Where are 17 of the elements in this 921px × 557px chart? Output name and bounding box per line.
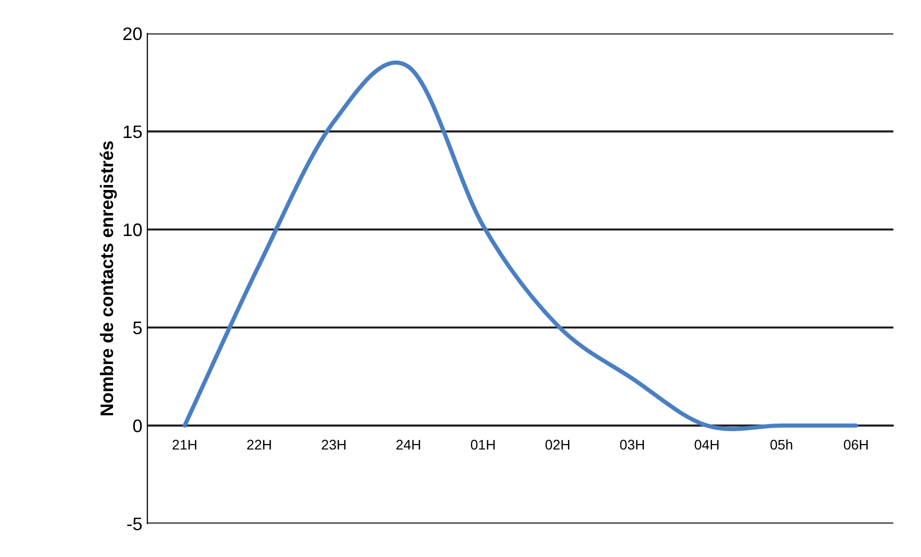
x-tick-label: 24H [396,440,420,450]
x-tick-label: 21H [172,440,196,450]
x-tick-label: 23H [322,440,346,450]
x-tick-label: 22H [247,440,271,450]
x-tick-label: 04H [694,440,718,450]
x-tick-label: 03H [620,440,644,450]
y-tick-label: -5 [127,518,142,530]
y-tick-label: 10 [124,223,142,236]
y-tick-label: 0 [133,419,142,432]
x-tick-label: 02H [545,440,570,450]
x-tick-label: 06H [844,440,868,450]
y-tick-label: 15 [124,126,142,138]
y-axis-title: Nombre de contacts enregistrés [100,141,117,416]
y-tick-label: 20 [123,27,142,40]
y-tick-label: 5 [133,322,142,334]
x-tick-label: 01H [470,440,495,450]
x-tick-label: 05h [770,439,792,450]
